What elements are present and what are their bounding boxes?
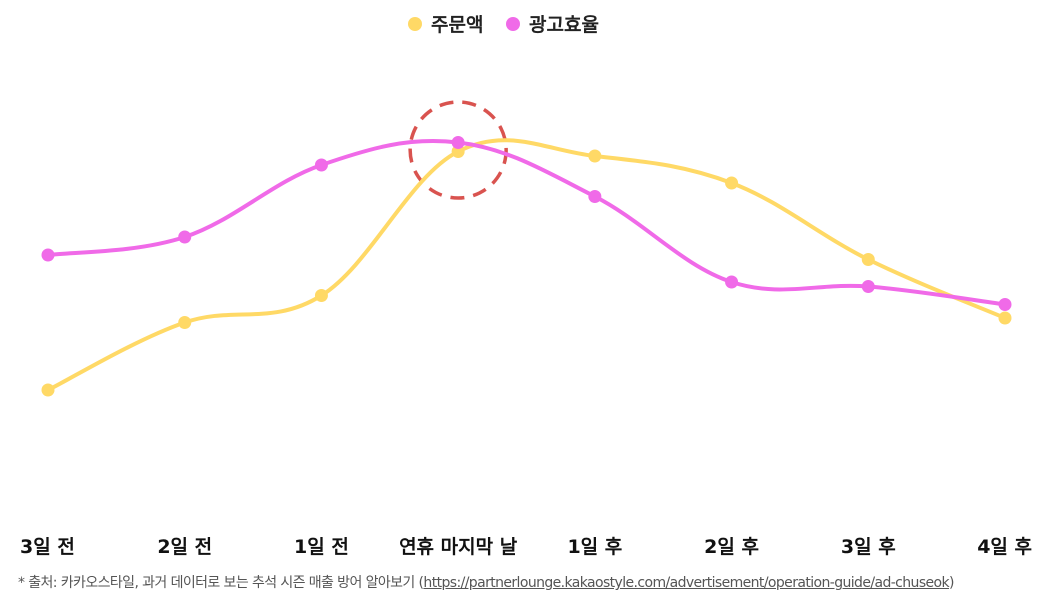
chart-legend: 주문액 광고효율 <box>408 14 599 36</box>
data-point-s2-2 <box>178 230 192 244</box>
data-point-s2-3 <box>314 158 328 172</box>
x-tick-label-1: 3일 전 <box>20 536 75 558</box>
x-axis: 3일 전 2일 전 1일 전 연휴 마지막 날 1일 후 2일 후 3일 후 4일 후 <box>20 536 1032 558</box>
x-tick-label-5: 1일 후 <box>567 536 622 558</box>
data-point-s2-4 <box>451 136 465 149</box>
data-point-s1-8 <box>998 311 1012 325</box>
source-suffix: ) <box>949 575 954 591</box>
source-prefix: * 출처: 카카오스타일, 과거 데이터로 보는 추석 시즌 매출 방어 알아보… <box>18 575 424 591</box>
data-point-s2-7 <box>861 280 875 293</box>
data-point-s1-4 <box>451 145 465 158</box>
source-link[interactable]: https://partnerlounge.kakaostyle.com/adv… <box>423 575 950 591</box>
data-point-s1-5 <box>588 149 602 163</box>
data-point-s1-7 <box>861 253 875 266</box>
series-line-2 <box>46 139 1007 307</box>
data-point-s2-5 <box>588 190 602 203</box>
highlight-layer <box>408 100 508 200</box>
x-tick-label-2: 2일 전 <box>157 536 212 558</box>
series-lines <box>46 138 1007 392</box>
data-point-s1-3 <box>314 289 328 302</box>
data-point-s2-6 <box>725 275 739 289</box>
legend-label-1: 주문액 <box>431 14 483 36</box>
source-note: * 출처: 카카오스타일, 과거 데이터로 보는 추석 시즌 매출 방어 알아보… <box>18 572 954 592</box>
x-tick-label-7: 3일 후 <box>841 536 896 558</box>
x-tick-label-3: 1일 전 <box>294 536 349 558</box>
x-tick-label-4: 연휴 마지막 날 <box>399 536 518 558</box>
data-point-s1-1 <box>41 383 55 397</box>
series-line-1 <box>46 138 1007 392</box>
data-point-s2-8 <box>998 298 1012 311</box>
x-tick-label-8: 4일 후 <box>977 536 1032 558</box>
legend-label-2: 광고효율 <box>529 14 599 36</box>
data-point-s1-2 <box>178 316 192 329</box>
series-points <box>41 136 1012 397</box>
data-point-s2-1 <box>41 248 55 262</box>
legend-marker-1 <box>408 17 422 31</box>
highlight-circle <box>408 100 508 200</box>
data-point-s1-6 <box>725 176 739 190</box>
legend-marker-2 <box>506 17 520 31</box>
x-tick-label-6: 2일 후 <box>704 536 759 558</box>
